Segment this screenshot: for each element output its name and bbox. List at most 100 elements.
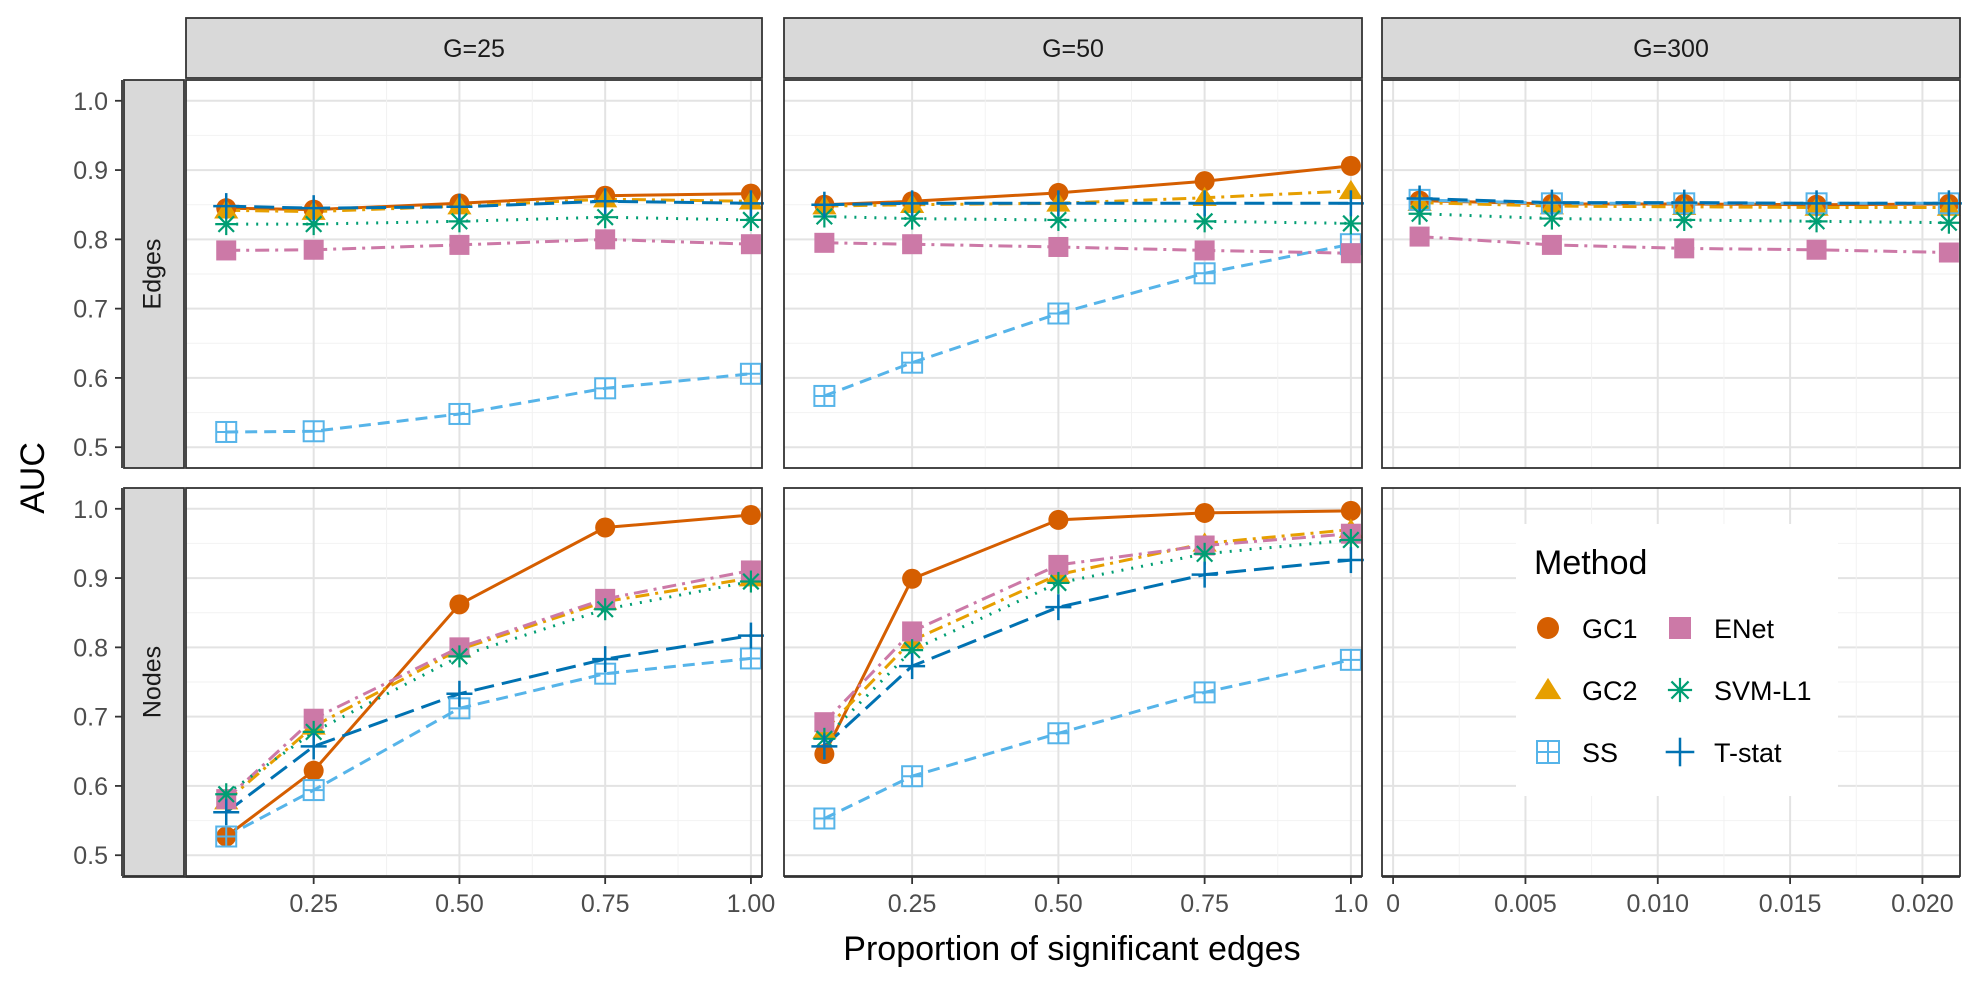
marker-circle-shape <box>1340 155 1361 176</box>
marker-circle <box>1194 502 1215 523</box>
marker-square <box>595 229 616 250</box>
marker-boxplus <box>1536 740 1560 764</box>
legend-label: GC1 <box>1582 614 1638 644</box>
x-tick-label: 1.00 <box>727 890 776 918</box>
panel-r0-c0 <box>186 80 762 468</box>
column-strip: G=25 <box>185 17 763 79</box>
marker-square <box>740 234 761 255</box>
marker-asterisk-stroke <box>742 211 760 229</box>
marker-circle <box>902 568 923 589</box>
marker-square <box>1048 554 1069 575</box>
marker-plus <box>1935 190 1962 217</box>
column-strip-label: G=25 <box>443 35 505 63</box>
marker-asterisk-stroke <box>217 215 235 233</box>
marker-square <box>902 234 923 255</box>
marker-square <box>1674 238 1695 259</box>
marker-boxplus <box>1193 681 1216 704</box>
series-line-gc2 <box>823 528 1352 732</box>
marker-plus <box>1803 190 1830 217</box>
y-tick-label: 0.6 <box>73 773 108 801</box>
marker-square <box>1806 239 1827 260</box>
panel-border <box>185 487 763 877</box>
marker-circle <box>1048 509 1069 530</box>
marker-asterisk-stroke <box>1670 680 1690 700</box>
panel-data-r1-c1 <box>811 500 1364 830</box>
marker-asterisk-stroke <box>1342 531 1360 549</box>
marker-plus <box>446 193 473 220</box>
y-axis-title: AUC <box>14 442 52 514</box>
legend-label: SVM-L1 <box>1714 676 1812 706</box>
marker-boxplus <box>901 765 924 788</box>
x-axis: 0 0.005 0.010 0.015 0.020 <box>1382 876 1960 918</box>
marker-asterisk <box>901 207 924 230</box>
y-tick-label: 0.7 <box>73 704 108 732</box>
marker-triangle-shape <box>1338 179 1363 200</box>
marker-asterisk-stroke <box>305 723 323 741</box>
legend-entry-svm-l1: SVM-L1 <box>1667 676 1812 706</box>
legend-entry-ss: SS <box>1536 738 1618 768</box>
marker-asterisk <box>739 570 762 593</box>
marker-square <box>1048 236 1069 257</box>
marker-plus <box>737 190 764 217</box>
marker-circle <box>1340 155 1361 176</box>
marker-asterisk-stroke <box>450 647 468 665</box>
panel-data-r0-c0 <box>213 183 764 443</box>
marker-plus <box>213 193 240 220</box>
marker-asterisk-stroke <box>1543 210 1561 228</box>
row-strip-box <box>123 487 185 877</box>
marker-square-shape <box>1048 554 1069 575</box>
panel-border <box>783 487 1363 877</box>
marker-asterisk-stroke <box>903 210 921 228</box>
marker-square-shape <box>1806 239 1827 260</box>
panel-border <box>1381 79 1961 469</box>
legend-entry-gc1: GC1 <box>1537 614 1638 644</box>
marker-plus <box>300 195 327 222</box>
marker-asterisk-stroke <box>1196 212 1214 230</box>
marker-square-shape <box>1048 236 1069 257</box>
marker-asterisk <box>901 639 924 662</box>
marker-plus <box>811 733 838 760</box>
legend-label: ENet <box>1714 614 1775 644</box>
row-strip-label: Nodes <box>139 646 167 718</box>
legend-box: Method GC1 ENet GC2 SVM-L1 SS T-stat <box>1516 524 1838 796</box>
marker-square-shape <box>216 240 237 261</box>
y-tick-label: 0.6 <box>73 365 108 393</box>
marker-square <box>1541 234 1562 255</box>
x-tick-label: 0.010 <box>1626 890 1689 918</box>
marker-square-shape <box>1194 240 1215 261</box>
marker-circle-shape <box>902 568 923 589</box>
marker-asterisk <box>594 598 617 621</box>
marker-circle <box>449 594 470 615</box>
marker-asterisk-stroke <box>596 600 614 618</box>
marker-asterisk-stroke <box>1342 214 1360 232</box>
marker-square-shape <box>814 232 835 253</box>
x-tick-label: 0.25 <box>888 890 937 918</box>
panel-border <box>185 79 763 469</box>
marker-plus <box>1538 189 1565 216</box>
y-tick-label: 1.0 <box>73 496 108 524</box>
legend-label: GC2 <box>1582 676 1638 706</box>
column-strip-box <box>783 17 1363 79</box>
marker-asterisk <box>1193 542 1216 565</box>
marker-asterisk <box>594 206 617 229</box>
x-tick-label: 0.015 <box>1759 890 1822 918</box>
row-strip: Edges <box>123 79 185 469</box>
panels <box>185 79 1962 877</box>
x-tick-label: 0.75 <box>581 890 630 918</box>
column-strip-box <box>1381 17 1961 79</box>
marker-plus <box>592 646 619 673</box>
marker-circle <box>1537 617 1559 639</box>
legend-title: Method <box>1534 544 1647 582</box>
marker-square-shape <box>449 234 470 255</box>
marker-square <box>303 708 324 729</box>
x-tick-label: 1.0 <box>1334 890 1369 918</box>
panel-r0-c1 <box>784 80 1362 468</box>
marker-circle-shape <box>740 505 761 526</box>
row-strip-box <box>123 79 185 469</box>
marker-asterisk <box>1540 207 1563 230</box>
x-tick-label: 0.75 <box>1180 890 1229 918</box>
facet-strips: G=25 G=50 G=300 Edges Nodes <box>123 17 1961 877</box>
marker-square-shape <box>1409 226 1430 247</box>
y-tick-label: 0.8 <box>73 634 108 662</box>
